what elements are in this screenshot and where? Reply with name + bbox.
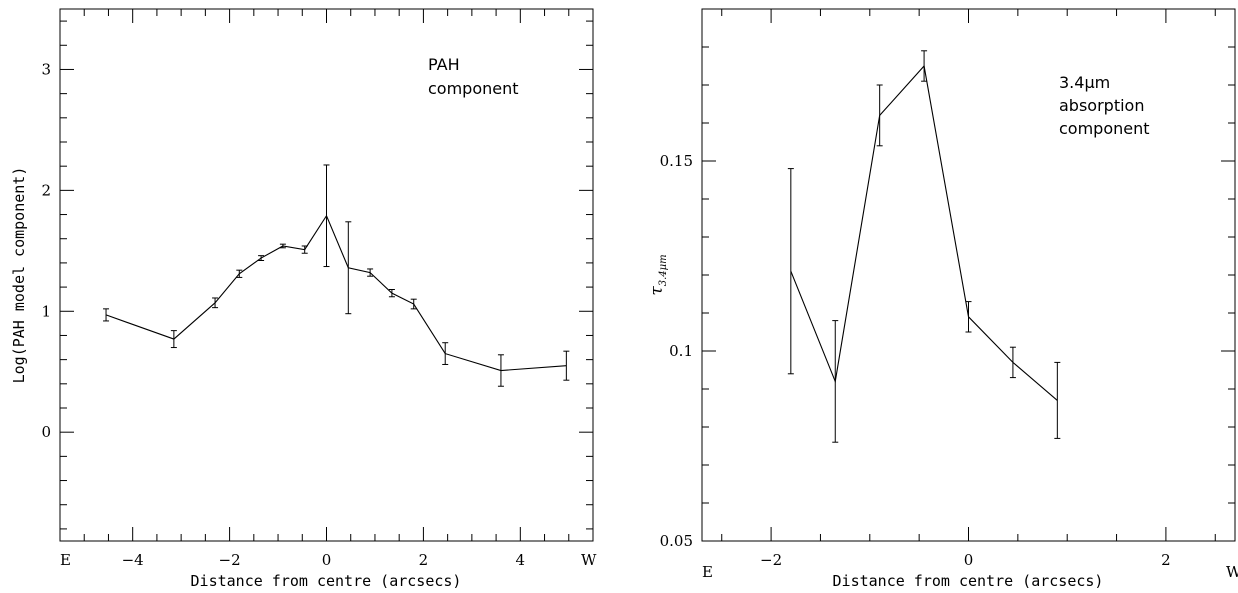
annotation-line: 3.4μm: [1059, 73, 1110, 92]
x-axis-label: Distance from centre (arcsecs): [191, 572, 462, 590]
error-bar: [1054, 361, 1061, 439]
axis-ticks: [702, 8, 1235, 542]
y-tick-label: 0: [41, 423, 51, 441]
east-label: E: [60, 551, 71, 569]
x-tick-label: −2: [760, 551, 782, 569]
y-tick-labels: 0.05 0.1 0.15: [660, 152, 693, 550]
error-bars: [787, 50, 1061, 443]
x-tick-label: 4: [516, 551, 526, 569]
svg-text:τ3.4μm: τ3.4μm: [647, 254, 669, 295]
annotation-line: component: [428, 79, 519, 98]
tau-series-line: [790, 64, 1058, 401]
absorption-component-plot: 0.05 0.1 0.15 −2 0 2 E W Distance from centr…: [647, 8, 1238, 590]
annotation-line: PAH: [428, 55, 460, 74]
annotation-line: component: [1059, 119, 1150, 138]
east-label: E: [702, 563, 713, 581]
y-tick-label: 2: [41, 181, 51, 199]
tau-symbol: τ: [647, 286, 667, 296]
y-tick-labels: 0 1 2 3: [41, 60, 51, 441]
x-tick-label: −2: [219, 551, 241, 569]
y-tick-label: 0.15: [660, 152, 693, 170]
pah-series-line: [105, 214, 567, 372]
x-tick-label: 0: [322, 551, 332, 569]
y-axis-label: Log(PAH model component): [10, 167, 28, 384]
y-axis-label: τ3.4μm: [647, 254, 669, 295]
x-axis-label: Distance from centre (arcsecs): [833, 572, 1104, 590]
annotation: 3.4μm absorption component: [1059, 73, 1150, 138]
x-tick-labels: −4 −2 0 2 4: [122, 551, 525, 569]
west-label: W: [581, 551, 597, 569]
axis-ticks: [59, 9, 594, 541]
x-tick-labels: −2 0 2: [760, 551, 1171, 569]
annotation: PAH component: [428, 55, 519, 98]
y-tick-label: 0.05: [660, 532, 693, 550]
y-tick-label: 3: [41, 60, 51, 78]
y-tick-label: 0.1: [669, 342, 693, 360]
pah-component-plot: 0 1 2 3 −4 −2 0 2 4 E W Distance from centre (a…: [10, 8, 597, 590]
annotation-line: absorption: [1059, 96, 1144, 115]
west-label: W: [1226, 563, 1238, 581]
x-tick-label: 2: [419, 551, 429, 569]
x-tick-label: −4: [122, 551, 144, 569]
y-tick-label: 1: [41, 302, 51, 320]
error-bars: [103, 164, 570, 387]
tau-subscript: 3.4μm: [658, 254, 669, 286]
x-tick-label: 2: [1161, 551, 1171, 569]
plot-frame: [701, 8, 1236, 542]
x-tick-label: 0: [964, 551, 974, 569]
